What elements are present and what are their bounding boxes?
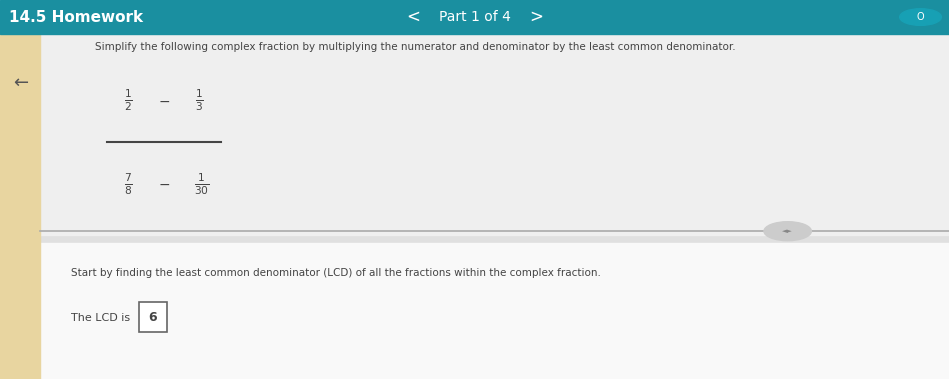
Circle shape [900,9,941,25]
FancyBboxPatch shape [139,302,167,332]
Text: 6: 6 [148,311,158,324]
Text: $\frac{1}{30}$: $\frac{1}{30}$ [195,171,210,197]
Text: <: < [406,8,419,26]
Text: ◄►: ◄► [782,228,793,234]
Bar [0,34,40,379]
Text: $-$: $-$ [158,177,170,191]
Text: 14.5 Homework: 14.5 Homework [9,9,143,25]
Text: ←: ← [13,74,28,92]
Text: $\frac{7}{8}$: $\frac{7}{8}$ [123,171,133,197]
Text: The LCD is: The LCD is [71,313,134,323]
Text: $\frac{1}{3}$: $\frac{1}{3}$ [195,88,204,113]
Circle shape [764,222,811,241]
Bar [40,243,949,379]
Bar [40,34,949,235]
Text: >: > [530,8,543,26]
Text: Simplify the following complex fraction by multiplying the numerator and denomin: Simplify the following complex fraction … [95,42,735,52]
Text: $\frac{1}{2}$: $\frac{1}{2}$ [123,88,133,113]
Bar [0,0,949,34]
Text: $-$: $-$ [158,94,170,107]
Text: O: O [917,12,924,22]
Text: Start by finding the least common denominator (LCD) of all the fractions within : Start by finding the least common denomi… [71,268,601,278]
Text: Part 1 of 4: Part 1 of 4 [438,10,511,24]
